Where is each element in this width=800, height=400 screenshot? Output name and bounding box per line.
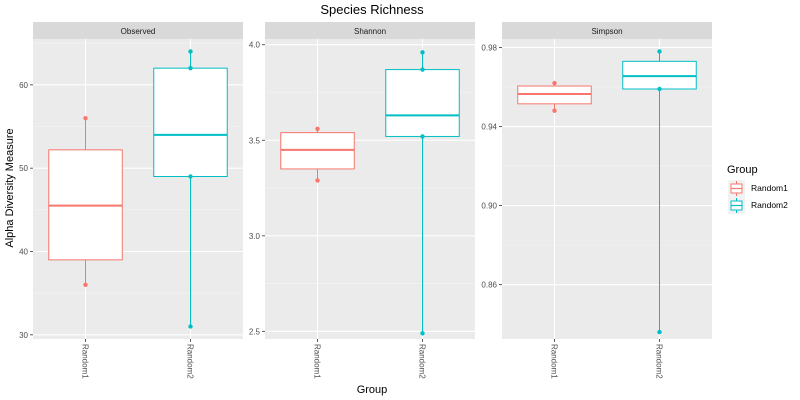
data-point [315, 126, 320, 132]
panel-shannon: Shannon 2.5 3.0 3.5 4.0 Random1 Random2 [249, 22, 475, 379]
legend-title: Group [727, 164, 758, 176]
y-tick-label: 0.98 [481, 43, 497, 52]
data-point [657, 329, 662, 335]
facet-strip [502, 22, 712, 39]
chart-title: Species Richness [320, 2, 424, 17]
data-point [83, 282, 88, 288]
y-tick-label: 30 [19, 331, 28, 340]
y-tick-label: 0.94 [481, 123, 497, 132]
box-random2 [385, 50, 460, 336]
data-point [188, 174, 193, 179]
data-point [188, 324, 193, 329]
facet-strip-label: Observed [121, 27, 156, 36]
x-tick-label: Random1 [550, 344, 559, 379]
x-tick-label: Random1 [81, 344, 90, 379]
x-tick-label: Random2 [186, 344, 195, 379]
box-random1 [48, 115, 123, 288]
facet-strip [265, 22, 475, 39]
data-point [188, 49, 193, 54]
legend-label: Random1 [751, 183, 788, 193]
facet-panels: Observed 30 40 50 60 Random1 Random2 Shannon 2.5… [19, 22, 712, 379]
legend-label: Random2 [751, 200, 788, 210]
data-point [420, 134, 425, 139]
box-random1 [517, 80, 592, 113]
y-tick-label: 0.86 [481, 281, 497, 290]
facet-strip [33, 22, 243, 39]
data-point [420, 50, 425, 55]
x-tick-label: Random1 [313, 344, 322, 379]
legend: Group Random1 Random2 [727, 164, 788, 214]
panel-observed: Observed 30 40 50 60 Random1 Random2 [19, 22, 243, 379]
data-point [552, 80, 557, 86]
y-axis-title: Alpha Diversity Measure [4, 128, 16, 247]
legend-key-random2: Random2 [728, 197, 788, 214]
legend-key-random1: Random1 [728, 180, 788, 197]
box-iqr [153, 67, 228, 177]
data-point [657, 49, 662, 54]
data-point [552, 108, 557, 113]
facet-strip-label: Shannon [354, 27, 386, 36]
data-point [420, 67, 425, 72]
data-point [188, 65, 193, 71]
x-axis-title: Group [357, 384, 388, 396]
box-iqr [385, 69, 460, 137]
data-point [657, 86, 662, 92]
y-tick-label: 3.0 [249, 232, 261, 241]
y-tick-label: 3.5 [249, 136, 261, 145]
y-tick-label: 0.90 [481, 202, 497, 211]
x-tick-label: Random2 [655, 344, 664, 379]
data-point [315, 178, 320, 183]
x-tick-label: Random2 [418, 344, 427, 379]
box-random2 [153, 49, 228, 329]
y-tick-label: 2.5 [249, 327, 261, 336]
box-random1 [280, 126, 355, 183]
y-tick-label: 4.0 [249, 41, 261, 50]
data-point [420, 331, 425, 336]
y-tick-label: 60 [19, 81, 28, 90]
legend-keys: Random1 Random2 [728, 180, 788, 214]
y-tick-label: 40 [19, 248, 28, 257]
box-random2 [622, 49, 697, 335]
facet-strip-label: Simpson [591, 27, 622, 36]
panel-simpson: Simpson 0.86 0.90 0.94 0.98 Random1 Random2 [481, 22, 712, 379]
y-tick-label: 50 [19, 164, 28, 173]
data-point [83, 115, 88, 121]
